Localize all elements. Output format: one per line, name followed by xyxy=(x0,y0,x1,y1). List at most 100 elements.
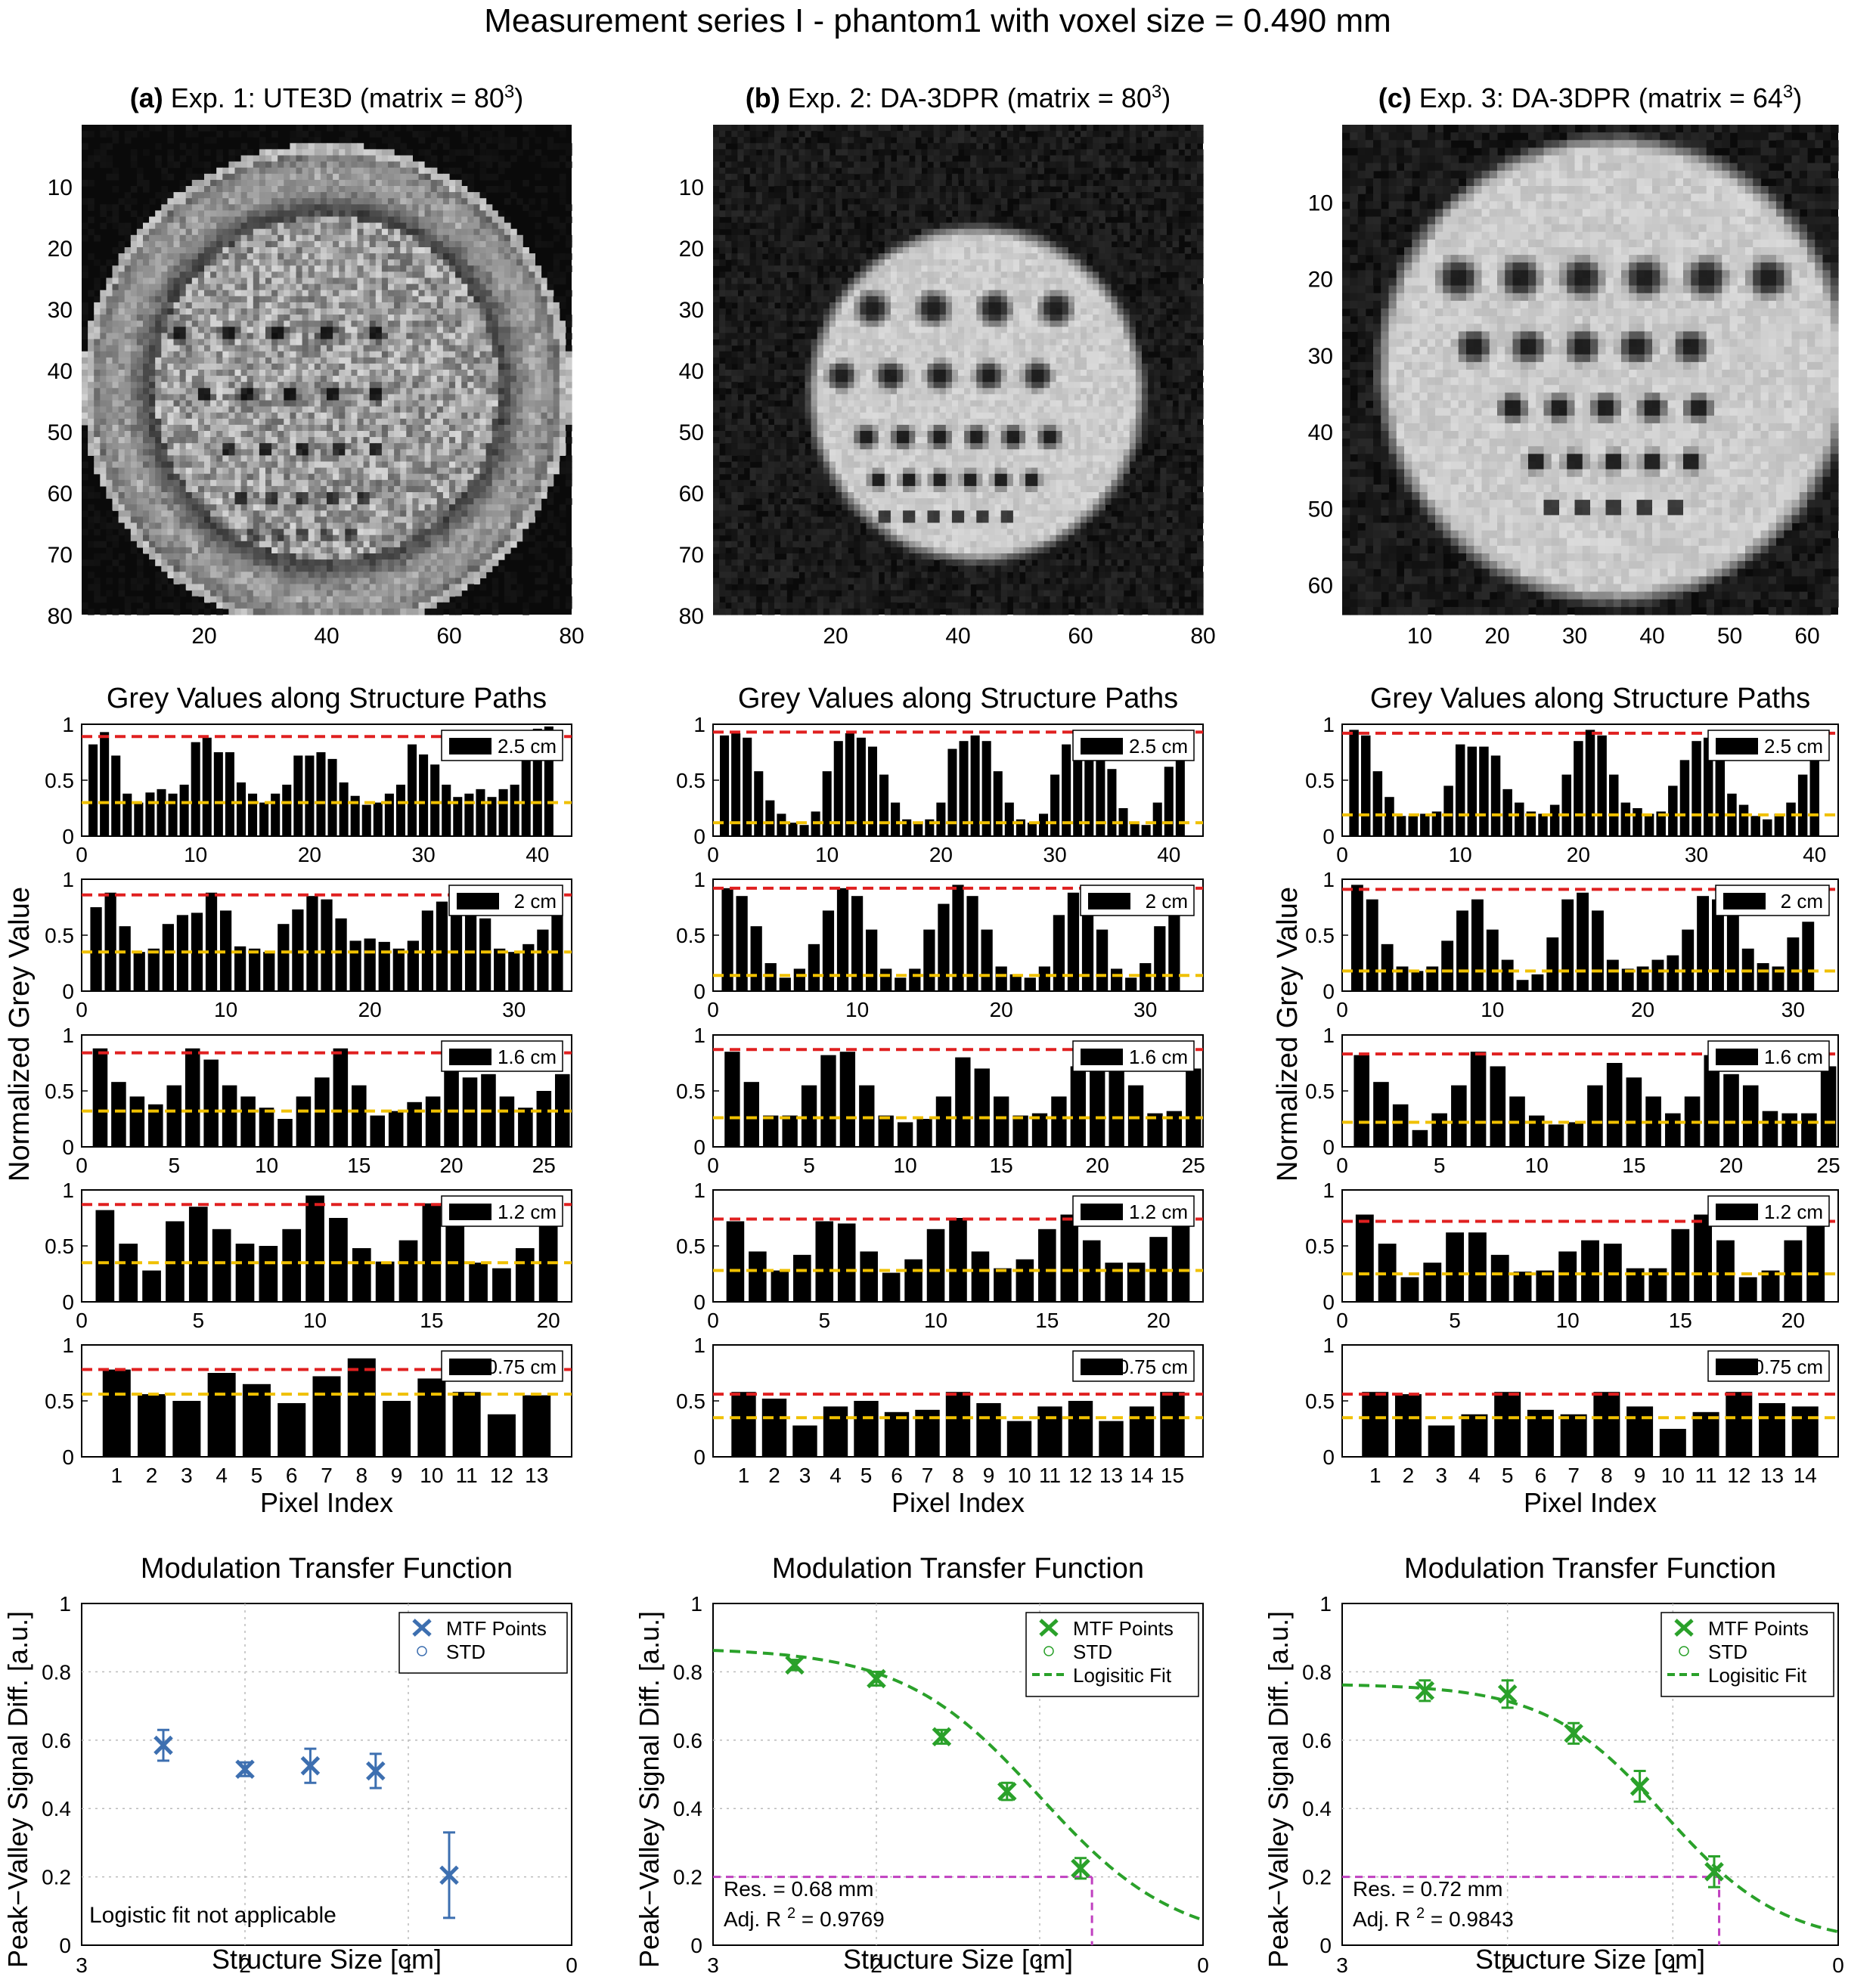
y-tick-label: 1 xyxy=(693,868,705,891)
bar xyxy=(1381,943,1394,991)
x-tick-label: 10 xyxy=(1556,1309,1580,1332)
y-tick-label: 1 xyxy=(693,1334,705,1357)
bar xyxy=(111,755,121,836)
bar xyxy=(1587,1085,1603,1147)
bar xyxy=(1597,735,1607,836)
y-tick-label: 60 xyxy=(48,482,73,507)
bar xyxy=(417,1378,446,1457)
bar xyxy=(1109,1059,1124,1147)
bar xyxy=(259,802,269,836)
bar-legend-swatch xyxy=(1716,1049,1758,1065)
phantom-image xyxy=(1342,125,1839,615)
y-tick-label: 0 xyxy=(1319,1934,1332,1957)
bar xyxy=(976,1402,1001,1457)
bar xyxy=(1750,816,1760,836)
x-tick-label: 10 xyxy=(214,998,237,1021)
bar xyxy=(425,1096,441,1147)
mtf-legend-box xyxy=(1660,1612,1834,1697)
bar xyxy=(1704,1055,1720,1147)
x-tick-label: 5 xyxy=(1449,1309,1461,1332)
bar xyxy=(349,940,361,991)
phantom-image xyxy=(82,125,572,615)
x-tick-label: 30 xyxy=(502,998,526,1021)
bar-legend-swatch xyxy=(1081,1359,1123,1375)
y-tick-label: 0.5 xyxy=(676,924,705,947)
bar xyxy=(731,733,741,836)
x-tick-label: 20 xyxy=(1631,998,1654,1021)
y-tick-label: 0 xyxy=(690,1934,702,1957)
x-tick-label: 10 xyxy=(303,1309,327,1332)
bar xyxy=(407,940,419,991)
bar xyxy=(515,1247,535,1302)
x-tick-label: 10 xyxy=(1007,1464,1031,1487)
y-tick-label: 0 xyxy=(693,1445,705,1469)
x-tick-label: 40 xyxy=(526,843,549,866)
bar xyxy=(1037,1406,1062,1457)
bar xyxy=(1105,1263,1123,1302)
bar xyxy=(1574,741,1583,836)
bar xyxy=(938,903,950,991)
bar xyxy=(1679,760,1690,836)
mtf-legend-label: STD xyxy=(446,1641,485,1663)
y-tick-label: 0 xyxy=(693,825,705,848)
bar xyxy=(129,1096,145,1147)
bar xyxy=(1360,735,1371,836)
y-tick-label: 1 xyxy=(1323,1024,1335,1047)
y-tick-label: 0 xyxy=(62,1290,74,1314)
x-tick-label: 10 xyxy=(845,998,869,1021)
bar xyxy=(1501,959,1514,991)
bar xyxy=(1723,1074,1739,1147)
x-tick-label: 1 xyxy=(738,1464,750,1487)
bar xyxy=(263,952,275,991)
bar xyxy=(726,1221,745,1302)
bar xyxy=(792,1425,817,1457)
bar xyxy=(1703,737,1713,836)
bar xyxy=(464,793,474,836)
bar xyxy=(1068,1401,1093,1457)
x-tick-label: 0 xyxy=(1197,1954,1209,1977)
x-tick-label: 10 xyxy=(1407,624,1432,649)
y-tick-label: 50 xyxy=(679,420,704,445)
bar xyxy=(1692,741,1701,836)
bar xyxy=(419,754,429,836)
y-tick-label: 0.2 xyxy=(1302,1866,1332,1889)
bar xyxy=(436,901,448,991)
x-tick-label: 10 xyxy=(815,843,839,866)
bar xyxy=(1659,1429,1686,1457)
x-tick-label: 7 xyxy=(1567,1464,1580,1487)
x-tick-label: 0 xyxy=(76,843,88,866)
y-tick-label: 0.6 xyxy=(673,1729,702,1752)
bar xyxy=(321,899,333,991)
bar xyxy=(1426,966,1439,991)
y-tick-label: 0.4 xyxy=(673,1797,702,1820)
x-tick-label: 10 xyxy=(1481,998,1504,1021)
bar xyxy=(1081,896,1094,991)
bar xyxy=(145,792,155,836)
bar xyxy=(1373,1082,1389,1147)
mtf-legend-label: Logisitic Fit xyxy=(1073,1664,1172,1687)
bar xyxy=(1038,966,1050,991)
bar xyxy=(1715,755,1726,836)
bar-chart-title: Grey Values along Structure Paths xyxy=(738,683,1178,714)
x-tick-label: 13 xyxy=(525,1464,548,1487)
x-tick-label: 1 xyxy=(1034,1954,1046,1977)
bar xyxy=(1626,1406,1654,1457)
x-tick-label: 10 xyxy=(1525,1154,1549,1177)
bar xyxy=(1548,1124,1564,1147)
mtf-point xyxy=(1071,1858,1090,1879)
bar xyxy=(278,924,290,991)
bar xyxy=(1645,1096,1661,1147)
bar xyxy=(736,896,748,991)
bar-legend-label: 1.2 cm xyxy=(1129,1201,1188,1223)
bar xyxy=(1009,974,1022,991)
bar xyxy=(1787,937,1800,991)
y-tick-label: 0.5 xyxy=(45,924,74,947)
bar xyxy=(1620,802,1631,836)
x-tick-label: 5 xyxy=(251,1464,263,1487)
x-tick-label: 2 xyxy=(1403,1464,1415,1487)
bar xyxy=(1697,896,1710,991)
x-tick-label: 5 xyxy=(1434,1154,1446,1177)
x-tick-label: 12 xyxy=(490,1464,513,1487)
y-tick-label: 0.2 xyxy=(42,1866,71,1889)
bar xyxy=(882,1272,901,1302)
